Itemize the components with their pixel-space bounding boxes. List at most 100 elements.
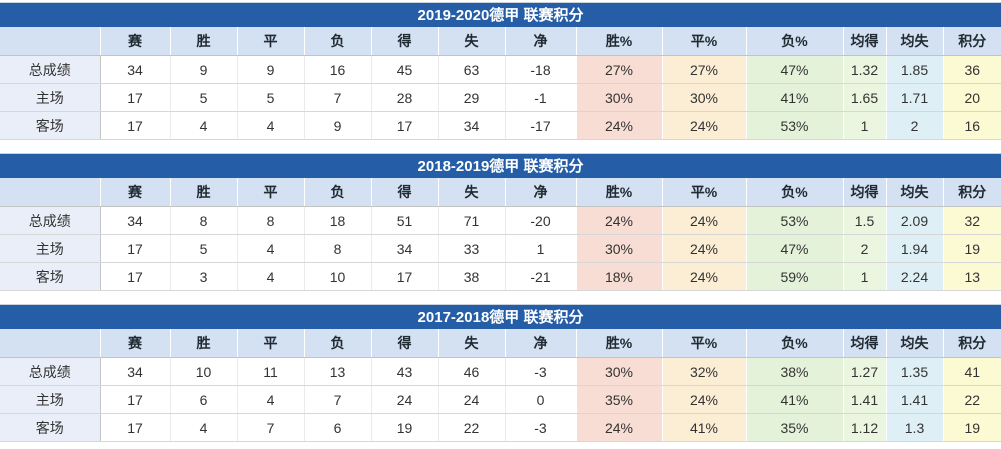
header-row: 赛胜平负得失净胜% 平% 负% 均得 均失 积分 xyxy=(0,329,1001,358)
stat-cell-goals-against: 71 xyxy=(437,206,505,235)
column-header-losses: 负 xyxy=(303,27,371,56)
column-header-loss-pct: 负% xyxy=(745,27,843,56)
stat-cell-draw-pct: 32% xyxy=(661,357,746,386)
column-header-points: 积分 xyxy=(942,27,1001,56)
stat-cell-points: 32 xyxy=(942,206,1001,235)
stat-cell-points: 13 xyxy=(942,262,1001,291)
stat-cell-goals-for: 45 xyxy=(370,55,438,84)
stat-cell-goals-against: 29 xyxy=(437,83,505,112)
stat-cell-loss-pct: 59% xyxy=(745,262,843,291)
stat-cell-draw-pct: 24% xyxy=(661,385,746,414)
stat-cell-points: 41 xyxy=(942,357,1001,386)
column-header-win-pct: 胜% xyxy=(575,178,662,207)
stat-cell-draws: 4 xyxy=(236,262,304,291)
stat-cell-goals-for: 24 xyxy=(370,385,438,414)
stat-cell-draw-pct: 24% xyxy=(661,262,746,291)
stat-cell-avg-for: 1.41 xyxy=(842,385,886,414)
stat-cell-matches: 34 xyxy=(99,55,170,84)
stat-cell-avg-for: 2 xyxy=(842,234,886,263)
season-stats-table: 赛胜平负得失净胜% 平% 负% 均得 均失 积分 总成绩 34 8 8 18 51 71 -20 24% 2… xyxy=(0,178,1001,291)
stat-cell-draws: 5 xyxy=(236,83,304,112)
row-label: 总成绩 xyxy=(0,55,101,84)
table-row: 主场 17 5 4 8 34 33 1 30% 24% 47% 2 1.94 19 xyxy=(0,234,1001,263)
stat-cell-goals-against: 34 xyxy=(437,111,505,140)
stat-cell-goals-for: 17 xyxy=(370,262,438,291)
stat-cell-losses: 13 xyxy=(303,357,371,386)
stat-cell-avg-against: 1.35 xyxy=(885,357,943,386)
stat-cell-goal-diff: -3 xyxy=(504,413,576,442)
stat-cell-avg-for: 1 xyxy=(842,262,886,291)
stat-cell-losses: 7 xyxy=(303,83,371,112)
stat-cell-goals-for: 28 xyxy=(370,83,438,112)
table-row: 客场 17 4 4 9 17 34 -17 24% 24% 53% 1 2 16 xyxy=(0,111,1001,140)
column-header-draw-pct: 平% xyxy=(661,27,746,56)
stat-cell-draws: 7 xyxy=(236,413,304,442)
column-header-avg-against: 均失 xyxy=(885,178,943,207)
column-header-loss-pct: 负% xyxy=(745,329,843,358)
column-header-wins: 胜 xyxy=(169,27,237,56)
stat-cell-avg-against: 2.09 xyxy=(885,206,943,235)
stat-cell-goals-for: 17 xyxy=(370,111,438,140)
column-header-draws: 平 xyxy=(236,27,304,56)
table-row: 主场 17 6 4 7 24 24 0 35% 24% 41% 1.41 1.41 22 xyxy=(0,385,1001,414)
stat-cell-avg-against: 2 xyxy=(885,111,943,140)
stat-cell-loss-pct: 47% xyxy=(745,55,843,84)
column-header-goals-against: 失 xyxy=(437,27,505,56)
row-label: 客场 xyxy=(0,111,101,140)
row-label: 主场 xyxy=(0,385,101,414)
table-title: 2018-2019德甲 联赛积分 xyxy=(0,153,1001,178)
stat-cell-losses: 18 xyxy=(303,206,371,235)
stat-cell-loss-pct: 53% xyxy=(745,111,843,140)
stat-cell-loss-pct: 41% xyxy=(745,385,843,414)
stat-cell-avg-against: 1.94 xyxy=(885,234,943,263)
stat-cell-losses: 9 xyxy=(303,111,371,140)
table-row: 客场 17 4 7 6 19 22 -3 24% 41% 35% 1.12 1.3 19 xyxy=(0,413,1001,442)
stat-cell-wins: 4 xyxy=(169,111,237,140)
stat-cell-matches: 34 xyxy=(99,206,170,235)
stat-cell-wins: 5 xyxy=(169,83,237,112)
stat-cell-goal-diff: -1 xyxy=(504,83,576,112)
stat-cell-win-pct: 30% xyxy=(575,83,662,112)
column-header-goals-against: 失 xyxy=(437,329,505,358)
stat-cell-wins: 6 xyxy=(169,385,237,414)
stat-cell-loss-pct: 38% xyxy=(745,357,843,386)
stat-cell-wins: 9 xyxy=(169,55,237,84)
stat-cell-goal-diff: 0 xyxy=(504,385,576,414)
column-header-blank xyxy=(0,178,100,207)
stat-cell-avg-for: 1.27 xyxy=(842,357,886,386)
stat-cell-loss-pct: 41% xyxy=(745,83,843,112)
stat-cell-goals-for: 19 xyxy=(370,413,438,442)
stat-cell-wins: 3 xyxy=(169,262,237,291)
table-row: 总成绩 34 8 8 18 51 71 -20 24% 24% 53% 1.5 2.09 32 xyxy=(0,206,1001,235)
stat-cell-points: 19 xyxy=(942,234,1001,263)
stat-cell-avg-for: 1.32 xyxy=(842,55,886,84)
stat-cell-draw-pct: 30% xyxy=(661,83,746,112)
stat-cell-draws: 9 xyxy=(236,55,304,84)
stat-cell-losses: 7 xyxy=(303,385,371,414)
row-label: 客场 xyxy=(0,413,101,442)
column-header-matches: 赛 xyxy=(99,178,170,207)
stat-cell-matches: 17 xyxy=(99,111,170,140)
column-header-points: 积分 xyxy=(942,329,1001,358)
column-header-goal-diff: 净 xyxy=(504,329,576,358)
stat-cell-matches: 17 xyxy=(99,413,170,442)
stat-cell-goal-diff: -17 xyxy=(504,111,576,140)
column-header-wins: 胜 xyxy=(169,329,237,358)
column-header-loss-pct: 负% xyxy=(745,178,843,207)
season-stats-table: 赛胜平负得失净胜% 平% 负% 均得 均失 积分 总成绩 34 10 11 13 43 46 -3 30%… xyxy=(0,329,1001,442)
season-stats-section: 2019-2020德甲 联赛积分 赛胜平负得失净胜% 平% 负% 均得 均失 积分 总成绩… xyxy=(0,2,1001,140)
column-header-goals-for: 得 xyxy=(370,178,438,207)
stat-cell-avg-against: 1.85 xyxy=(885,55,943,84)
stat-cell-win-pct: 24% xyxy=(575,413,662,442)
column-header-avg-for: 均得 xyxy=(842,329,886,358)
row-label: 客场 xyxy=(0,262,101,291)
stat-cell-avg-against: 1.41 xyxy=(885,385,943,414)
stat-cell-draw-pct: 24% xyxy=(661,206,746,235)
season-stats-table: 赛胜平负得失净胜% 平% 负% 均得 均失 积分 总成绩 34 9 9 16 45 63 -18 27% 2… xyxy=(0,27,1001,140)
stat-cell-goals-against: 24 xyxy=(437,385,505,414)
stat-cell-avg-for: 1.65 xyxy=(842,83,886,112)
column-header-losses: 负 xyxy=(303,178,371,207)
column-header-goals-for: 得 xyxy=(370,27,438,56)
stat-cell-win-pct: 24% xyxy=(575,111,662,140)
